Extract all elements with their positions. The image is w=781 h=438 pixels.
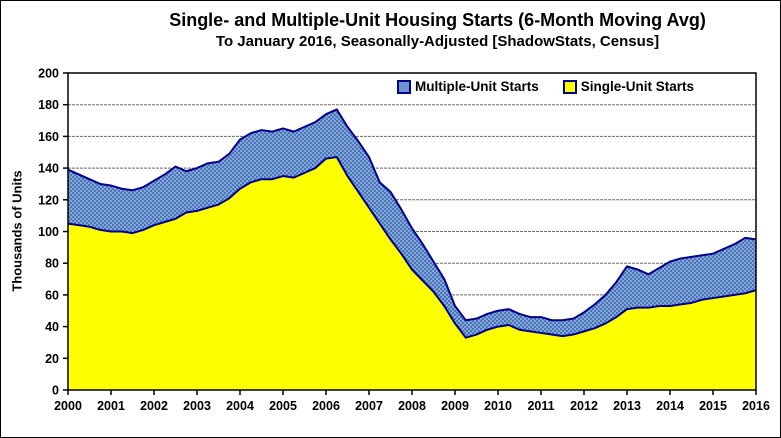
x-tick-label: 2011 [527,399,554,413]
y-tick-label: 100 [38,225,59,239]
chart-legend: Multiple-Unit Starts Single-Unit Starts [397,79,694,94]
x-tick-label: 2002 [140,399,168,413]
y-tick-label: 200 [38,67,59,81]
y-tick-label: 20 [45,352,59,366]
total-starts-line [67,108,757,322]
y-tick-label: 80 [45,257,59,271]
x-tick-label: 2003 [183,399,211,413]
single-unit-line [67,156,757,339]
x-tick-label: 2010 [484,399,512,413]
y-tick-label: 120 [38,193,59,207]
legend-label: Multiple-Unit Starts [415,79,539,94]
x-tick-label: 2016 [742,399,770,413]
y-tick-label: 60 [45,288,59,302]
y-tick-label: 140 [38,162,59,176]
x-tick-label: 2006 [312,399,340,413]
x-tick-label: 2001 [97,399,125,413]
y-tick-label: 40 [45,320,59,334]
chart-title: Single- and Multiple-Unit Housing Starts… [169,10,706,30]
legend-swatch-icon [562,79,577,94]
x-tick-label: 2015 [699,399,727,413]
x-tick-label: 2007 [355,399,383,413]
x-tick-label: 2012 [570,399,598,413]
x-tick-label: 2005 [269,399,297,413]
y-tick-label: 160 [38,130,59,144]
multiple-unit-area [68,109,756,338]
y-tick-label: 0 [52,384,59,398]
legend-item: Single-Unit Starts [562,79,695,94]
x-tick-label: 2000 [54,399,82,413]
x-tick-label: 2008 [398,399,426,413]
y-tick-label: 180 [38,98,59,112]
legend-item: Multiple-Unit Starts [397,79,539,94]
legend-label: Single-Unit Starts [580,79,695,94]
chart-subtitle: To January 2016, Seasonally-Adjusted [Sh… [215,33,660,50]
x-tick-label: 2009 [441,399,469,413]
x-tick-label: 2014 [656,399,684,413]
x-tick-label: 2004 [226,399,254,413]
x-tick-label: 2013 [613,399,641,413]
legend-swatch-icon [397,79,411,94]
